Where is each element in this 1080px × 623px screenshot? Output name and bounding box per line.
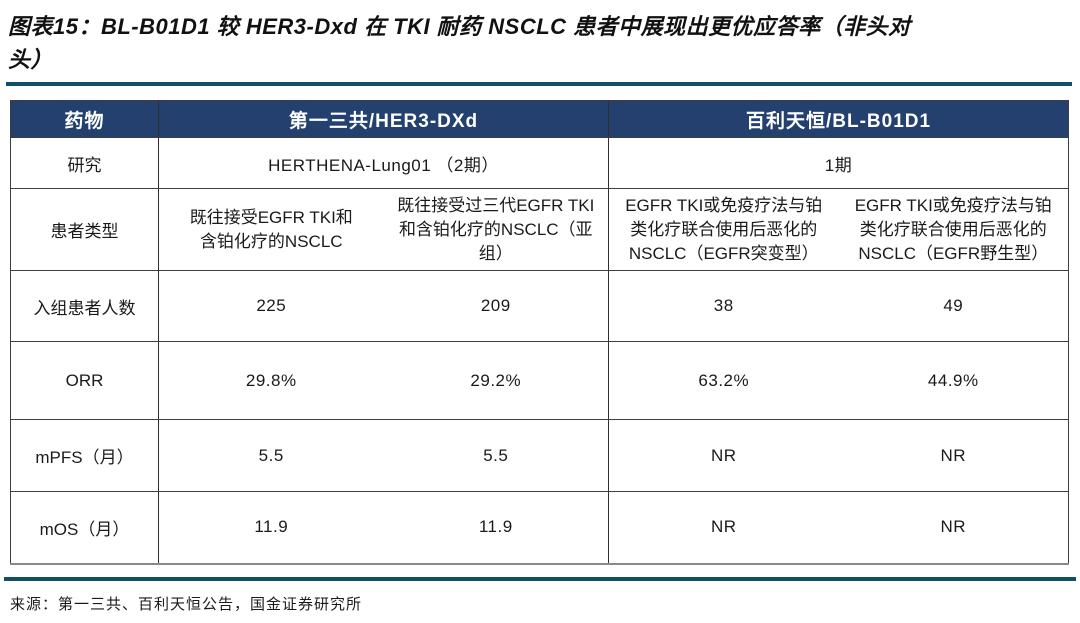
cell-enrolled-2: 209 bbox=[383, 270, 609, 342]
header-cell-baili-blb01d1: 百利天恒/BL-B01D1 bbox=[608, 100, 1069, 138]
cell-enrolled-1: 225 bbox=[158, 270, 384, 342]
drug-comparison-table: 药物 第一三共/HER3-DXd 百利天恒/BL-B01D1 研究 HERTHE… bbox=[10, 100, 1070, 565]
table-row-orr: ORR 29.8% 29.2% 63.2% 44.9% bbox=[10, 341, 1069, 420]
cell-study-blb01d1: 1期 bbox=[608, 137, 1069, 189]
table-row-mos: mOS（月） 11.9 11.9 NR NR bbox=[10, 491, 1069, 565]
header-cell-drug: 药物 bbox=[10, 100, 159, 138]
row-label-orr: ORR bbox=[10, 341, 159, 420]
cell-mpfs-4: NR bbox=[838, 419, 1069, 492]
cell-orr-3: 63.2% bbox=[608, 341, 839, 420]
table-row-mpfs: mPFS（月） 5.5 5.5 NR NR bbox=[10, 419, 1069, 492]
cell-mpfs-3: NR bbox=[608, 419, 839, 492]
row-label-study: 研究 bbox=[10, 137, 159, 189]
source-note: 来源：第一三共、百利天恒公告，国金证券研究所 bbox=[10, 595, 363, 613]
cell-mpfs-1: 5.5 bbox=[158, 419, 384, 492]
cell-mos-4: NR bbox=[838, 491, 1069, 565]
cell-mos-2: 11.9 bbox=[383, 491, 609, 565]
figure-title: 图表15：BL-B01D1 较 HER3-Dxd 在 TKI 耐药 NSCLC … bbox=[8, 14, 911, 72]
bottom-divider-rule bbox=[4, 576, 1076, 581]
cell-enrolled-4: 49 bbox=[838, 270, 1069, 342]
cell-ptype-blb01d1-egfr-wildtype: EGFR TKI或免疫疗法与铂 类化疗联合使用后恶化的 NSCLC（EGFR野生… bbox=[838, 188, 1069, 271]
cell-orr-4: 44.9% bbox=[838, 341, 1069, 420]
cell-mpfs-2: 5.5 bbox=[383, 419, 609, 492]
row-label-mos: mOS（月） bbox=[10, 491, 159, 565]
table-row-patient-type: 患者类型 既往接受EGFR TKI和 含铂化疗的NSCLC 既往接受过三代EGF… bbox=[10, 188, 1069, 271]
row-label-patient-type: 患者类型 bbox=[10, 188, 159, 271]
header-cell-daiichi-her3dxd: 第一三共/HER3-DXd bbox=[158, 100, 609, 138]
cell-enrolled-3: 38 bbox=[608, 270, 839, 342]
cell-mos-1: 11.9 bbox=[158, 491, 384, 565]
title-divider-rule bbox=[6, 82, 1072, 86]
table-header-row: 药物 第一三共/HER3-DXd 百利天恒/BL-B01D1 bbox=[10, 100, 1069, 138]
report-figure-page: 图表15：BL-B01D1 较 HER3-Dxd 在 TKI 耐药 NSCLC … bbox=[0, 10, 1080, 623]
cell-orr-1: 29.8% bbox=[158, 341, 384, 420]
table-row-study: 研究 HERTHENA-Lung01 （2期） 1期 bbox=[10, 137, 1069, 189]
cell-study-her3dxd: HERTHENA-Lung01 （2期） bbox=[158, 137, 609, 189]
cell-ptype-her3dxd-subgroup: 既往接受过三代EGFR TKI 和含铂化疗的NSCLC（亚组） bbox=[383, 188, 609, 271]
cell-ptype-blb01d1-egfr-mutant: EGFR TKI或免疫疗法与铂 类化疗联合使用后恶化的 NSCLC（EGFR突变… bbox=[608, 188, 839, 271]
cell-ptype-her3dxd-full: 既往接受EGFR TKI和 含铂化疗的NSCLC bbox=[158, 188, 384, 271]
cell-orr-2: 29.2% bbox=[383, 341, 609, 420]
cell-mos-3: NR bbox=[608, 491, 839, 565]
row-label-mpfs: mPFS（月） bbox=[10, 419, 159, 492]
row-label-enrolled: 入组患者人数 bbox=[10, 270, 159, 342]
table-row-enrolled-patients: 入组患者人数 225 209 38 49 bbox=[10, 270, 1069, 342]
